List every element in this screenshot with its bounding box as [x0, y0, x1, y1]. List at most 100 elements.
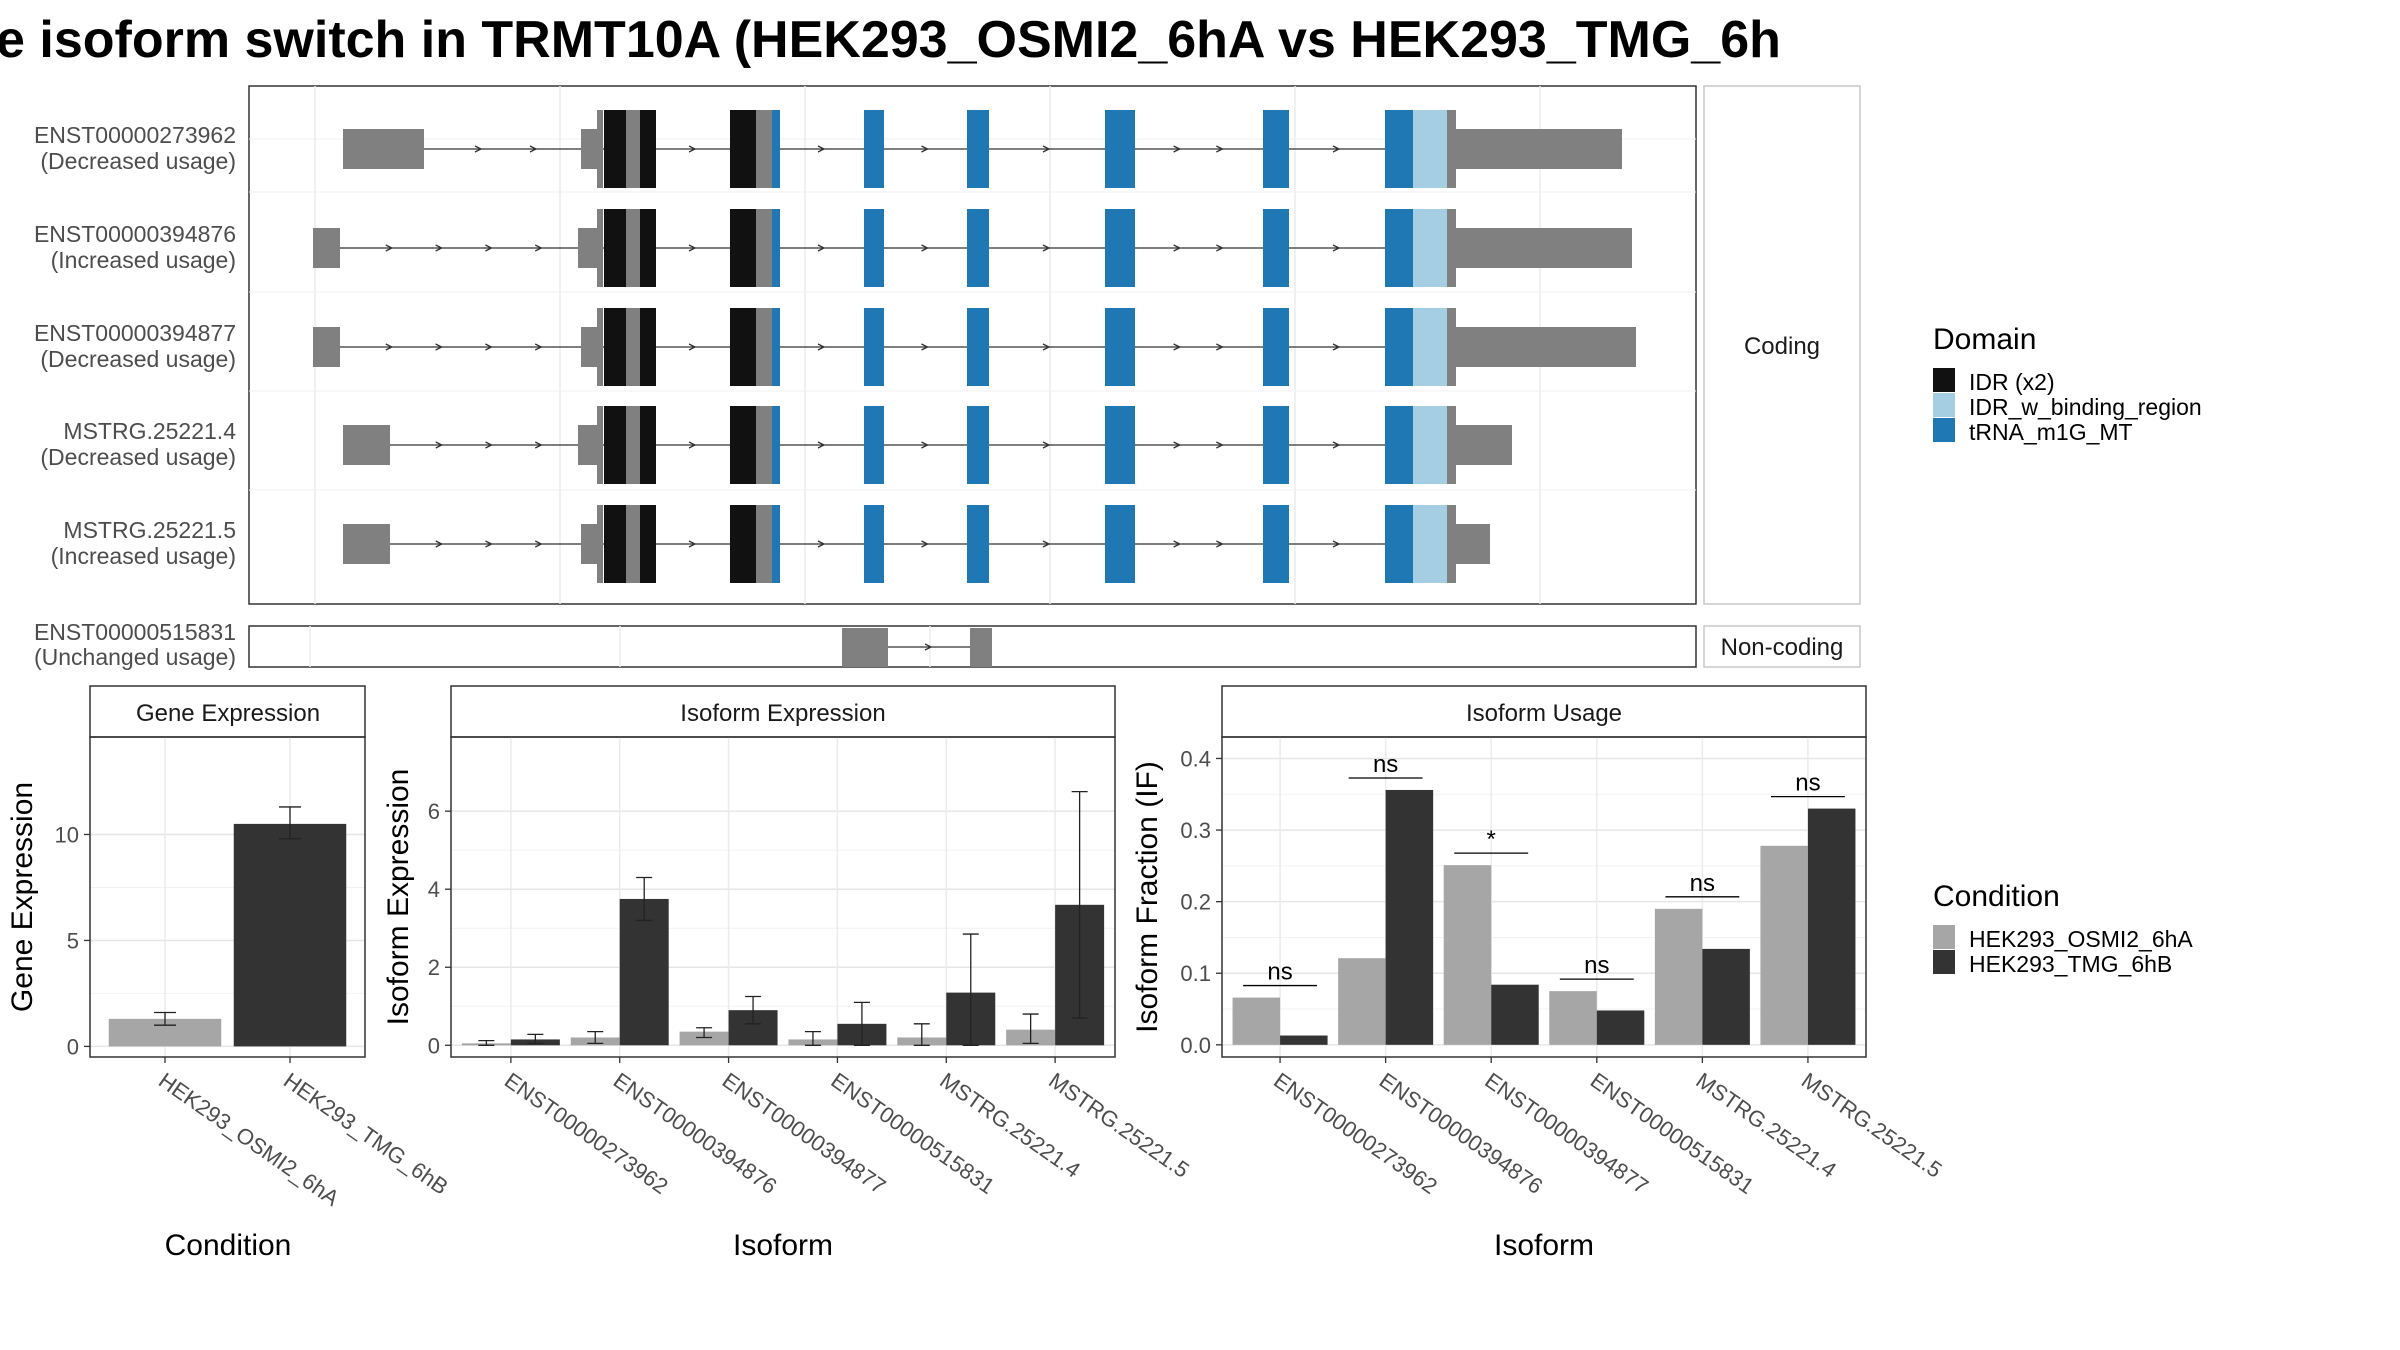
utr-exon-segment	[581, 129, 589, 169]
cds-exon-segment	[635, 308, 640, 386]
domain-legend: Domain IDR (x2) IDR_w_binding_region tRN…	[1933, 323, 2202, 445]
trna-exon-segment	[1385, 209, 1409, 287]
bar	[233, 823, 347, 1047]
y-tick-label: 2	[428, 955, 440, 980]
coding-strip	[1703, 85, 1861, 605]
noncoding-strip	[1703, 625, 1861, 668]
intron-arrow	[534, 244, 543, 252]
trna-exon-segment	[1105, 406, 1135, 484]
utr-exon	[313, 228, 340, 268]
transcript-id-label: MSTRG.25221.4	[63, 418, 236, 444]
intron-arrow	[435, 441, 444, 449]
panel-title: Isoform Expression	[680, 700, 885, 727]
transcript-row: ENST00000394877(Decreased usage)	[34, 308, 1636, 386]
intron-arrow	[688, 343, 697, 351]
intron-arrow	[1216, 343, 1224, 351]
plot-frame	[89, 736, 366, 1058]
intron-arrow	[1173, 145, 1182, 153]
cds-exon-segment	[756, 505, 772, 583]
intron-arrow	[1332, 244, 1341, 252]
cds-exon-segment	[626, 406, 635, 484]
intron-arrow	[921, 540, 929, 548]
idr-exon-segment	[640, 110, 656, 188]
trna-exon-segment	[1263, 209, 1289, 287]
trna-exon-segment	[1105, 308, 1135, 386]
idr-exon-segment	[604, 209, 626, 287]
transcript-id-label: ENST00000273962	[34, 122, 236, 148]
trna-exon-segment	[1263, 406, 1289, 484]
legend-swatch-idr	[1933, 368, 1955, 392]
intron-arrow	[1042, 441, 1051, 449]
transcript-id-label: ENST00000394877	[34, 320, 236, 346]
y-axis-title: Isoform Expression	[382, 769, 415, 1026]
noncoding-exon	[842, 628, 888, 667]
intron-arrow	[1042, 540, 1051, 548]
intron-arrow	[485, 244, 493, 252]
idr-binding-exon-segment	[1413, 406, 1447, 484]
idr-exon-segment	[604, 406, 626, 484]
intron-arrow	[474, 145, 483, 153]
utr-exon	[1456, 425, 1512, 465]
panel-title: Isoform Usage	[1466, 700, 1622, 727]
cds-exon-segment	[597, 406, 603, 484]
cds-exon-segment	[1447, 406, 1456, 484]
intron-arrow	[1042, 343, 1051, 351]
cds-exon-segment	[597, 110, 603, 188]
transcript-usage-label: (Decreased usage)	[40, 148, 236, 174]
y-tick-label: 10	[55, 822, 79, 847]
bar	[1596, 1010, 1645, 1045]
trna-exon-segment	[772, 308, 780, 386]
intron-arrow	[921, 145, 929, 153]
intron-arrow	[817, 343, 826, 351]
intron-arrow	[688, 244, 697, 252]
trna-exon-segment	[1385, 406, 1409, 484]
cds-exon-segment	[1447, 209, 1456, 287]
panel-title: Gene Expression	[136, 700, 320, 727]
intron-arrow	[485, 441, 493, 449]
y-axis-title: Gene Expression	[6, 782, 39, 1012]
utr-exon	[1456, 524, 1490, 564]
legend-swatch-trna	[1933, 418, 1955, 442]
intron-arrow	[435, 244, 444, 252]
trna-exon-segment	[772, 209, 780, 287]
chart-panel: Isoform Usagensns*nsnsns0.00.10.20.30.4E…	[1131, 685, 1947, 1262]
idr-exon-segment	[604, 110, 626, 188]
intron-arrow	[385, 244, 394, 252]
idr-exon-segment	[604, 505, 626, 583]
intron-arrow	[688, 145, 697, 153]
bar	[679, 1031, 729, 1046]
x-axis-title: Isoform	[733, 1229, 833, 1262]
panel-strip	[1221, 685, 1867, 738]
condition-legend: Condition HEK293_OSMI2_6hA HEK293_TMG_6h…	[1933, 880, 2193, 977]
condition-legend-title: Condition	[1933, 880, 2060, 913]
idr-exon-segment	[640, 505, 656, 583]
intron-arrow	[485, 540, 493, 548]
trna-exon-segment	[967, 505, 989, 583]
coding-strip-label: Coding	[1744, 333, 1820, 360]
utr-exon-segment	[578, 228, 589, 268]
bar	[1549, 991, 1597, 1045]
utr-exon-segment	[589, 524, 597, 564]
intron-arrow	[435, 540, 444, 548]
noncoding-strip-label: Non-coding	[1721, 634, 1844, 661]
cds-exon-segment	[626, 308, 635, 386]
intron-arrow	[688, 441, 697, 449]
bar	[1338, 958, 1386, 1045]
panel-strip	[450, 685, 1116, 738]
idr-exon-segment	[730, 110, 756, 188]
trna-exon-segment	[967, 110, 989, 188]
transcript-row: ENST00000273962(Decreased usage)	[34, 110, 1622, 188]
intron-arrow	[1332, 145, 1341, 153]
trna-exon-segment	[864, 406, 884, 484]
utr-exon	[1456, 327, 1636, 367]
utr-exon-segment	[589, 425, 597, 465]
utr-exon-segment	[581, 327, 589, 367]
domain-legend-title: Domain	[1933, 323, 2036, 356]
idr-exon-segment	[640, 308, 656, 386]
legend-swatch-tmg	[1933, 950, 1955, 974]
transcript-usage-label: (Increased usage)	[51, 247, 236, 273]
trna-exon-segment	[864, 308, 884, 386]
cds-exon-segment	[626, 110, 635, 188]
cds-exon-segment	[756, 406, 772, 484]
significance-label: *	[1487, 826, 1496, 853]
